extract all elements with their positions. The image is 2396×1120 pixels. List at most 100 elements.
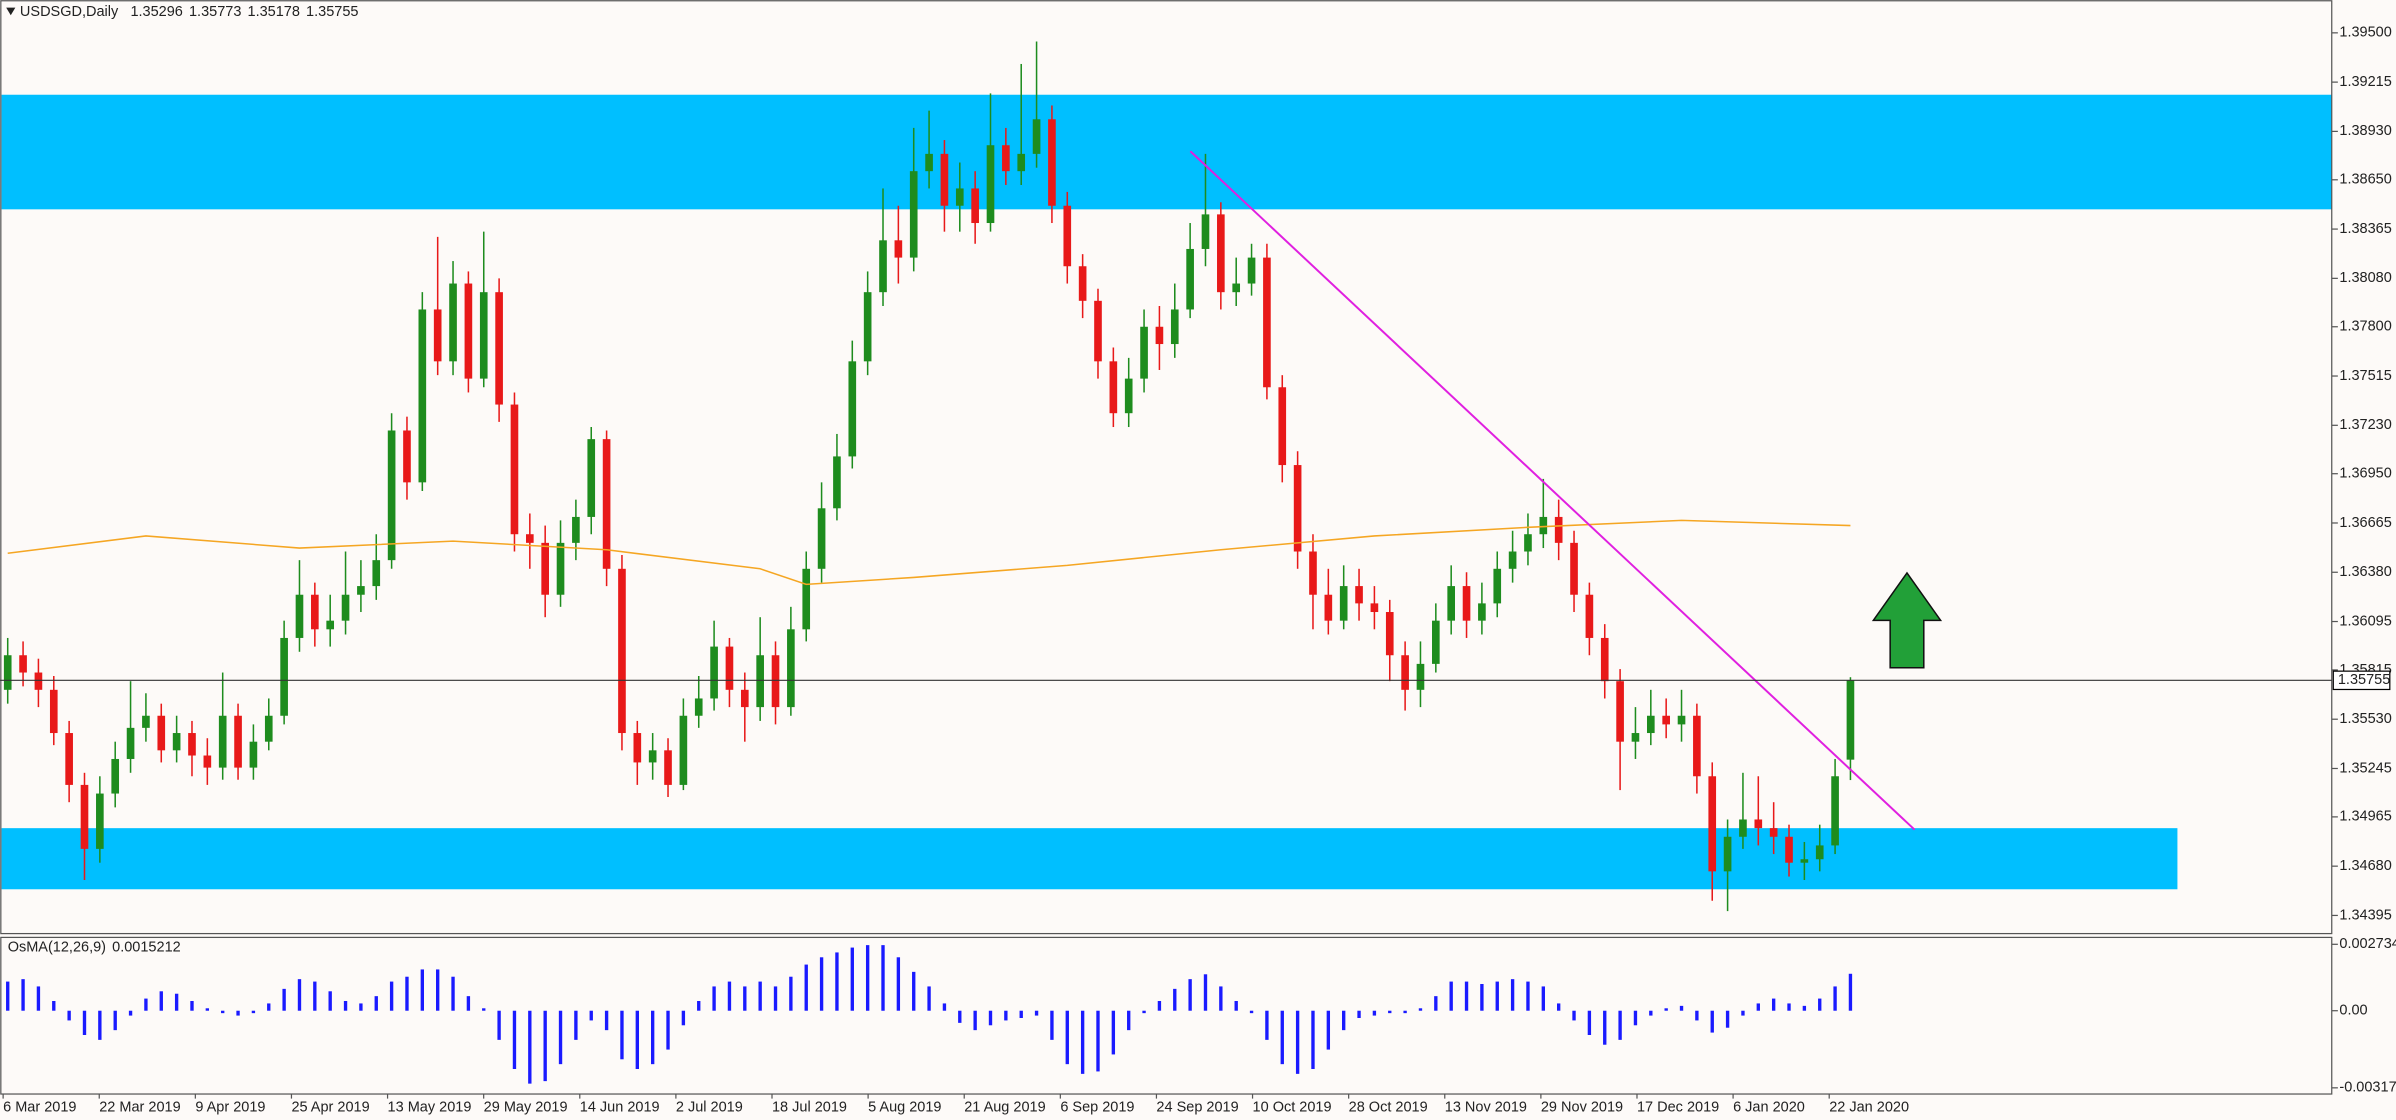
y-tick-label: 1.35245 xyxy=(2339,760,2391,776)
y-tick-label: 1.36665 xyxy=(2339,515,2391,531)
up-arrow xyxy=(1871,571,1943,669)
x-tick-label: 6 Sep 2019 xyxy=(1060,1100,1134,1116)
candle-body xyxy=(541,542,549,595)
low-value: 1.35178 xyxy=(248,4,300,20)
candle-body xyxy=(1324,594,1333,621)
x-tick-label: 28 Oct 2019 xyxy=(1349,1100,1428,1116)
candle-body xyxy=(602,439,611,569)
candle-body xyxy=(556,542,565,595)
osma-tick-label: -0.0031753 xyxy=(2339,1080,2396,1096)
y-tick-label: 1.39500 xyxy=(2339,25,2391,41)
osma-panel-frame xyxy=(0,936,2333,1095)
candle-body xyxy=(1708,776,1717,872)
trend-line xyxy=(1189,150,1916,831)
candle-body xyxy=(449,283,457,362)
candle-body xyxy=(387,430,396,561)
moving-average xyxy=(7,519,1851,586)
osma-header: OsMA(12,26,9) 0.0015212 xyxy=(8,939,181,955)
candle-body xyxy=(1815,845,1824,860)
candle-body xyxy=(526,534,534,543)
x-tick-label: 18 Jul 2019 xyxy=(772,1100,847,1116)
candle-body xyxy=(1739,819,1747,837)
candle-body xyxy=(1170,309,1179,345)
candle-body xyxy=(495,292,503,405)
candle-body xyxy=(188,733,196,756)
candle-body xyxy=(909,171,918,258)
close-value: 1.35755 xyxy=(306,4,358,20)
candle-body xyxy=(710,646,718,699)
candle-body xyxy=(1401,655,1409,690)
candle-body xyxy=(1155,326,1164,345)
y-tick-label: 1.36950 xyxy=(2339,466,2391,482)
x-tick-label: 22 Jan 2020 xyxy=(1829,1100,1909,1116)
candle-body xyxy=(479,292,488,379)
x-tick-label: 14 Jun 2019 xyxy=(580,1100,660,1116)
y-tick-label: 1.34680 xyxy=(2339,858,2391,874)
candle-body xyxy=(19,655,27,673)
chart-header: USDSGD,Daily 1.35296 1.35773 1.35178 1.35755 xyxy=(20,4,359,20)
candle-body xyxy=(894,240,903,258)
osma-tick-label: 0.00 xyxy=(2339,1003,2367,1019)
x-tick-label: 24 Sep 2019 xyxy=(1156,1100,1238,1116)
y-tick-label: 1.38930 xyxy=(2339,123,2391,139)
candle-body xyxy=(96,793,104,849)
candle-body xyxy=(633,733,642,763)
x-tick-label: 29 May 2019 xyxy=(484,1100,568,1116)
candle-body xyxy=(648,750,657,763)
candle-body xyxy=(1785,836,1793,863)
resistance-zone xyxy=(1,94,2332,210)
candle-body xyxy=(1493,568,1502,604)
candle-body xyxy=(433,309,442,362)
candle-body xyxy=(940,153,949,206)
candle-body xyxy=(833,456,841,509)
candle-body xyxy=(65,733,73,785)
candle-body xyxy=(1109,361,1118,414)
candle-body xyxy=(1693,715,1701,777)
candle-body xyxy=(1416,663,1425,690)
y-tick-label: 1.34395 xyxy=(2339,907,2391,923)
candle-body xyxy=(1032,119,1041,154)
candle-body xyxy=(1631,733,1640,742)
candle-body xyxy=(157,715,166,751)
candle-body xyxy=(679,715,688,785)
y-tick-label: 1.37800 xyxy=(2339,319,2391,335)
candle-body xyxy=(1600,637,1609,682)
candle-body xyxy=(879,240,887,293)
candle-body xyxy=(1769,828,1778,837)
support-zone xyxy=(1,828,2178,890)
x-tick-label: 6 Jan 2020 xyxy=(1733,1100,1805,1116)
candle-body xyxy=(1370,603,1379,613)
candle-body xyxy=(418,309,427,483)
candle-body xyxy=(1846,680,1855,760)
x-tick-label: 17 Dec 2019 xyxy=(1637,1100,1719,1116)
x-tick-label: 6 Mar 2019 xyxy=(3,1100,76,1116)
candle-body xyxy=(295,594,304,638)
x-tick-label: 22 Mar 2019 xyxy=(99,1100,180,1116)
candle-body xyxy=(1263,257,1271,388)
candle-body xyxy=(1048,119,1056,206)
osma-tick-label: 0.0027349 xyxy=(2339,936,2396,952)
candle-body xyxy=(1539,516,1548,535)
candle-body xyxy=(1831,776,1839,846)
candle-body xyxy=(740,689,749,708)
candle-body xyxy=(372,560,381,587)
candle-body xyxy=(1570,542,1578,595)
x-tick-label: 10 Oct 2019 xyxy=(1253,1100,1332,1116)
symbol: USDSGD,Daily xyxy=(20,4,119,20)
candle-body xyxy=(1232,283,1241,293)
candle-body xyxy=(1385,612,1394,656)
candle-body xyxy=(756,655,764,708)
candle-body xyxy=(1432,620,1440,664)
candle-body xyxy=(1094,300,1102,362)
candle-body xyxy=(341,594,350,621)
candle-body xyxy=(49,689,58,734)
candle-body xyxy=(326,620,335,630)
candle-body xyxy=(311,594,319,630)
candle-body xyxy=(203,755,212,768)
candle-body xyxy=(1646,715,1655,734)
candle-body xyxy=(1478,603,1486,621)
y-tick-label: 1.35530 xyxy=(2339,711,2391,727)
candle-body xyxy=(1278,387,1287,466)
